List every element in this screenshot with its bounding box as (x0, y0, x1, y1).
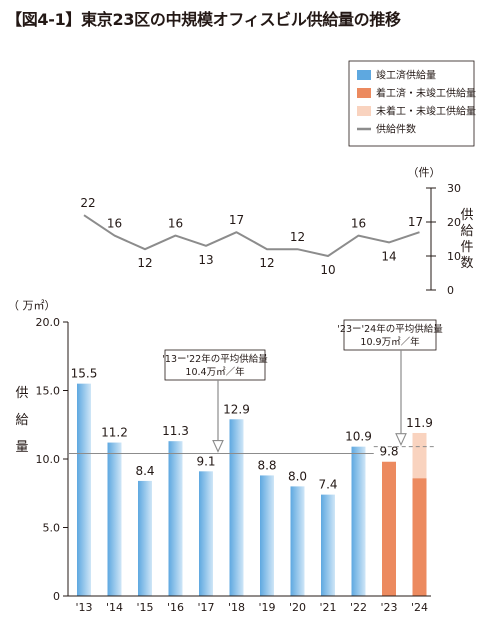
x-tick-label: '22 (350, 601, 367, 614)
x-tick-label: '17 (197, 601, 214, 614)
legend-label-planned: 未着工・未竣工供給量 (376, 105, 476, 118)
count-data-label: 14 (381, 249, 396, 263)
legend-label-under-construction: 着工済・未竣工供給量 (376, 87, 476, 100)
average-annotation-13-22-arrow-head (212, 439, 224, 453)
average-annotation-23-24-arrow-head (395, 433, 407, 446)
count-y-tick-label: 10 (447, 250, 461, 263)
volume-unit-label: （ 万㎡） (8, 299, 56, 312)
count-unit-label: （件） (408, 166, 441, 179)
bar-value-label: 8.4 (135, 464, 154, 478)
count-data-label: 13 (198, 253, 213, 267)
count-data-label: 12 (259, 256, 274, 270)
bar-value-label: 8.8 (257, 458, 276, 472)
bar-value-label: 9.1 (196, 454, 215, 468)
count-axis-label-char: 供 (460, 208, 473, 223)
volume-y-tick-label: 10.0 (36, 453, 61, 466)
bar-value-label: 7.4 (318, 478, 337, 492)
volume-axis-label-char: 給 (15, 413, 28, 428)
x-tick-label: '20 (289, 601, 306, 614)
count-y-tick-label: 30 (447, 182, 461, 195)
x-tick-label: '18 (228, 601, 245, 614)
count-y-tick-label: 0 (447, 284, 454, 297)
bar-value-label: 11.2 (101, 426, 128, 440)
bar-completed (168, 441, 183, 596)
bar-value-label: 11.3 (162, 424, 189, 438)
bar-value-label: 15.5 (71, 367, 98, 381)
legend-swatch-planned (357, 106, 371, 116)
bar-value-label: 10.9 (345, 430, 372, 444)
count-data-label: 17 (229, 213, 244, 227)
legend-swatch-completed (357, 70, 371, 80)
bar-completed (138, 480, 152, 596)
legend-swatch-under-construction (357, 88, 371, 98)
count-y-tick-label: 20 (447, 216, 461, 229)
average-annotation-23-24-label-2: 10.9万㎡／年 (360, 336, 420, 348)
bar-completed (199, 471, 213, 596)
volume-axis-label-char: 量 (15, 440, 28, 455)
bar-value-label: 9.8 (379, 445, 398, 459)
bar-24-planned (412, 432, 427, 479)
volume-axis-label-char: 供 (15, 386, 28, 401)
count-axis-label-char: 給 (460, 224, 473, 239)
x-tick-label: '24 (411, 601, 428, 614)
volume-y-tick-label: 20.0 (36, 316, 61, 329)
volume-y-tick-label: 0 (53, 590, 60, 603)
count-series-line (83, 214, 420, 257)
average-annotation-13-22-label-1: '13ー'22年の平均供給量 (162, 353, 268, 365)
x-tick-label: '19 (258, 601, 275, 614)
bar-completed (229, 419, 244, 596)
count-data-label: 12 (290, 230, 305, 244)
bar-value-label: 11.9 (406, 416, 433, 430)
count-data-label: 17 (408, 215, 423, 229)
legend-label-count-line: 供給件数 (376, 123, 416, 136)
volume-y-tick-label: 5.0 (43, 522, 61, 535)
supply-count-line-chart: 0 10 20 30 （件） 供給件数 22 16 12 16 13 17 12 12 10 16 14 17 (80, 166, 473, 297)
bar-24-under-construction (412, 478, 427, 596)
x-tick-label: '16 (167, 601, 184, 614)
volume-y-tick-label: 15.0 (36, 385, 61, 398)
bar-completed (77, 383, 91, 596)
bar-23-under-construction (382, 461, 396, 596)
count-axis-label-char: 数 (460, 256, 473, 271)
supply-volume-bar-chart: 0 5.0 10.0 15.0 20.0 （ 万㎡） 供給量 15.5 '13 11.2 '14 8.… (8, 299, 443, 614)
average-annotation-23-24-box (343, 319, 437, 351)
count-data-label: 16 (168, 217, 183, 231)
count-data-label: 22 (80, 196, 95, 210)
bar-completed (290, 486, 305, 596)
average-annotation-23-24-label-1: '23ー'24年の平均供給量 (337, 323, 443, 335)
bar-value-label: 8.0 (288, 469, 307, 483)
bar-completed (321, 494, 335, 596)
x-tick-label: '14 (106, 601, 123, 614)
x-tick-label: '15 (136, 601, 153, 614)
bar-completed (107, 442, 122, 596)
count-axis-label-char: 件 (460, 240, 473, 255)
bar-value-label: 12.9 (223, 402, 250, 416)
bar-completed (260, 475, 274, 596)
count-data-label: 16 (351, 217, 366, 231)
average-annotation-13-22-label-2: 10.4万㎡／年 (185, 366, 245, 378)
count-data-label: 10 (320, 263, 335, 277)
bar-completed (351, 446, 366, 596)
figure-title: 【図4-1】東京23区の中規模オフィスビル供給量の推移 (6, 10, 401, 29)
x-tick-label: '21 (319, 601, 336, 614)
count-data-label: 16 (107, 217, 122, 231)
average-annotation-13-22-box (164, 349, 266, 381)
count-data-label: 12 (137, 256, 152, 270)
x-tick-label: '23 (380, 601, 397, 614)
legend-label-completed: 竣工済供給量 (376, 69, 436, 82)
x-tick-label: '13 (75, 601, 92, 614)
